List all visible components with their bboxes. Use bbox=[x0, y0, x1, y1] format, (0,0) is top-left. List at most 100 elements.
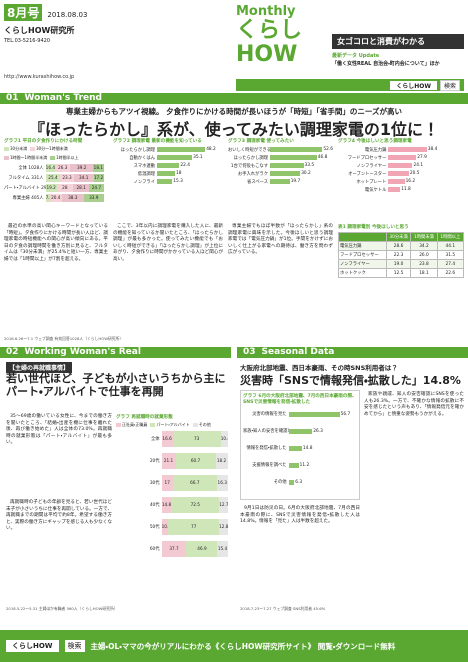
source: 2018.5.22〜5.31 主婦ほか有職者 560人（くらしHOW研究所） bbox=[6, 606, 118, 611]
section-number: 03 bbox=[243, 347, 256, 357]
cell: 27.4 bbox=[436, 259, 465, 269]
value-label: 22.4 bbox=[180, 163, 190, 168]
cell: 23.8 bbox=[410, 259, 438, 269]
value-label: 20.5 bbox=[409, 171, 420, 176]
track: 11.2 bbox=[288, 462, 357, 468]
chart-row: ホットプレート 16.2 bbox=[338, 178, 464, 185]
paragraph: 9月1日は防災の日。6月の大阪府北部地震、7月の西日本豪雨の際に、SNSで災害情… bbox=[240, 506, 360, 525]
legend-label: その他 bbox=[198, 422, 211, 427]
row-label: 省スペース bbox=[247, 179, 268, 185]
segment: 24.7 bbox=[89, 183, 104, 192]
table-row: 電気圧力鍋 28.6 34.2 44.1 bbox=[338, 241, 465, 251]
paragraph: 家族や親戚、知人の安否確認にSNSを使った人も26.3%。一方で、不確かな情報の… bbox=[364, 392, 464, 417]
track: 10.27712.8 bbox=[161, 519, 230, 535]
row-label: 情報を発信・拡散した bbox=[246, 446, 287, 451]
row-label: ほったらかし調理 bbox=[233, 155, 268, 161]
bar bbox=[270, 163, 304, 168]
chart-title: グラフ2 調理家電 最新の機能を知っている bbox=[113, 139, 202, 144]
header-right: Monthly くらしHOW 女ゴコロと消費がわかる 最新データ Update 「… bbox=[236, 4, 464, 91]
track: 27.9 bbox=[388, 155, 464, 160]
segment: 73 bbox=[172, 431, 221, 447]
legend-swatch bbox=[192, 423, 198, 427]
segment: 16.4 bbox=[45, 163, 56, 172]
cell: 34.2 bbox=[410, 241, 438, 251]
segment: 23.3 bbox=[60, 173, 74, 182]
segment: 26.3 bbox=[55, 163, 71, 172]
bar bbox=[157, 155, 193, 160]
paragraph: 最近の水準の高い関心キーワードとなっている「時短」。夕食作りにかける時間が長い人… bbox=[4, 224, 108, 262]
row-label: お手入れがラク bbox=[237, 171, 268, 177]
chart-title: グラフ 再就職時の就業形態 bbox=[116, 415, 173, 420]
lead: 専業主婦からもアツイ視線。 夕食作りにかける時間が長いほうが「時短」「省手間」の… bbox=[66, 107, 402, 116]
track: 46.8 bbox=[270, 155, 333, 160]
value-label: 35.1 bbox=[193, 155, 203, 160]
bar bbox=[388, 163, 413, 168]
row-label: 災害の情報を見た bbox=[252, 412, 287, 417]
segment: 12.7 bbox=[219, 497, 228, 513]
legend: 30分未満 30分〜1時間未満 1時間〜1時間半未満 1時間半以上 bbox=[4, 146, 108, 161]
chart-row: 家族・知人の安否を確認した 26.3 bbox=[243, 424, 357, 438]
legend: 正社員・正職員 パート・アルバイト その他 bbox=[116, 422, 230, 428]
section-bar: 02 Working Woman's Real bbox=[0, 347, 231, 358]
bar bbox=[157, 171, 175, 176]
bar bbox=[157, 163, 180, 168]
search-button[interactable]: 検索 bbox=[439, 79, 460, 91]
segment: 18.2 bbox=[215, 453, 228, 469]
update-text: 「働く女性REAL 自治会・町内会について」ほか bbox=[332, 61, 440, 67]
segment: 15.4 bbox=[217, 541, 228, 557]
row-label: フードプロセッサー bbox=[347, 155, 387, 161]
track: 15.3 bbox=[157, 179, 223, 184]
issue: 8月号 bbox=[4, 4, 43, 21]
row-label: 全体 1028人 bbox=[18, 165, 44, 171]
legend-label: 30分〜1時間未満 bbox=[36, 146, 68, 151]
lead: 【主婦の再就職事情】 bbox=[6, 362, 73, 373]
value-label: 38.4 bbox=[427, 147, 438, 152]
row-label: フルタイム 331人 bbox=[8, 175, 44, 181]
table-row: ホットクック 12.5 18.1 22.6 bbox=[338, 268, 465, 278]
row-label: 30代 bbox=[149, 481, 160, 486]
search-button[interactable]: 検索 bbox=[64, 640, 85, 652]
segment: 16.6 bbox=[161, 431, 173, 447]
chart-row: ほったらかし調理 48.2 bbox=[113, 146, 223, 153]
track: 56.7 bbox=[288, 411, 357, 417]
bar bbox=[288, 445, 302, 451]
chart-row: 1台で何役もこなす 33.5 bbox=[228, 162, 333, 169]
value-label: 26.3 bbox=[313, 428, 323, 434]
chart-row: 全体 1028人 16.4 26.3 39.2 18.1 bbox=[4, 163, 108, 172]
track: 22.4 bbox=[157, 163, 223, 168]
bar bbox=[388, 171, 409, 176]
value-label: 19.7 bbox=[290, 179, 301, 184]
cell: 22.3 bbox=[385, 250, 412, 260]
row-label: 電気圧力鍋 bbox=[364, 147, 387, 153]
cell: 22.6 bbox=[436, 268, 465, 278]
legend-swatch bbox=[150, 423, 156, 427]
row-label: パート・アルバイト 292人 bbox=[4, 185, 46, 191]
paragraph: 専業主婦でもほぼ半数が「ほったらかし」系の調理家電に興味を示した。今後ほしいと思… bbox=[228, 224, 333, 256]
legend-label: 30分未満 bbox=[10, 146, 28, 151]
cell: 電気圧力鍋 bbox=[338, 241, 387, 251]
table-header: 30分未満 1時間未満 1時間以上 bbox=[338, 232, 465, 242]
track: 25.4 23.3 34.1 17.2 bbox=[45, 173, 108, 182]
track: 19.7 bbox=[270, 179, 333, 184]
legend-swatch bbox=[4, 156, 9, 160]
chart: グラフ 再就職時の就業形態正社員・正職員 パート・アルバイト その他全体 16.6 73… bbox=[116, 414, 230, 594]
row-label: 20代 bbox=[149, 459, 160, 464]
row-label: 専業主婦 405人 bbox=[12, 195, 44, 201]
bar bbox=[288, 479, 295, 485]
footer: くらしHOW 検索 主婦・OL・ママの今がリアルにわかる《くらしHOW研究所サイト… bbox=[0, 630, 468, 662]
brand-small: Monthly bbox=[236, 4, 296, 19]
header-cell: 1時間以上 bbox=[436, 232, 465, 242]
search-word: くらしHOW bbox=[390, 80, 437, 90]
paragraph: 再就職時の子どもの年齢を見ると、若い世代ほど末子が小さいうちに仕事を再開している… bbox=[6, 500, 112, 532]
value-label: 46.8 bbox=[317, 155, 328, 160]
track: 18 bbox=[157, 171, 223, 176]
value-label: 24.1 bbox=[413, 163, 424, 168]
chart-row: 支援情報を調べた 11.2 bbox=[243, 458, 357, 472]
cell: 19.0 bbox=[385, 259, 412, 269]
segment: 19.2 bbox=[45, 183, 57, 192]
footer-text: 主婦・OL・ママの今がリアルにわかる《くらしHOW研究所サイト》 閲覧・ダウンロ… bbox=[90, 641, 396, 651]
track: 19.2 28 28.1 24.7 bbox=[45, 183, 108, 192]
